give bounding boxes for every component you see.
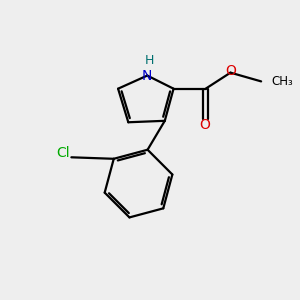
Text: CH₃: CH₃ bbox=[271, 75, 293, 88]
Text: H: H bbox=[145, 54, 154, 67]
Text: O: O bbox=[225, 64, 236, 78]
Text: Cl: Cl bbox=[56, 146, 69, 160]
Text: O: O bbox=[199, 118, 210, 132]
Text: N: N bbox=[142, 69, 152, 82]
